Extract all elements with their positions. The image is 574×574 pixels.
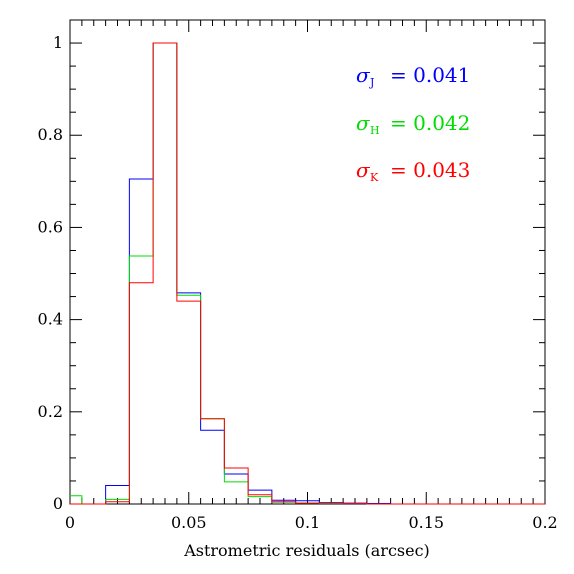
sigma-value: = 0.042 (390, 111, 470, 135)
y-tick-label: 1 (53, 33, 63, 52)
sigma-symbol: σ (356, 63, 371, 87)
histogram-series-2 (70, 42, 545, 505)
sigma-subscript: K (370, 171, 379, 184)
x-tick-labels: 0 0.05 0.1 0.15 0.2 (65, 513, 558, 532)
histogram-series-1 (70, 42, 545, 505)
sigma-annotation: σ H = 0.042 (356, 111, 470, 137)
x-tick-label: 0 (65, 513, 75, 532)
y-tick-labels: 0 0.2 0.4 0.6 0.8 1 (38, 33, 63, 513)
axis-ticks (69, 19, 546, 505)
sigma-symbol: σ (356, 158, 371, 182)
sigma-annotation: σ J = 0.041 (356, 63, 470, 89)
histogram-series-0 (70, 42, 545, 505)
y-tick-label: 0 (53, 494, 63, 513)
y-tick-label: 0.4 (38, 310, 63, 329)
sigma-value: = 0.041 (390, 63, 470, 87)
sigma-annotation: σ K = 0.043 (356, 158, 470, 184)
x-tick-label: 0.2 (532, 513, 557, 532)
x-axis-title: Astrometric residuals (arcsec) (183, 541, 430, 560)
x-tick-label: 0.15 (408, 513, 444, 532)
y-tick-label: 0.8 (38, 125, 63, 144)
sigma-symbol: σ (356, 111, 371, 135)
y-tick-label: 0.6 (38, 217, 63, 236)
x-tick-label: 0.05 (171, 513, 207, 532)
sigma-subscript: J (369, 76, 374, 89)
y-tick-label: 0.2 (38, 402, 63, 421)
x-tick-label: 0.1 (295, 513, 320, 532)
sigma-value: = 0.043 (390, 158, 470, 182)
sigma-subscript: H (370, 124, 380, 137)
histogram-series (70, 42, 545, 505)
plot-frame (69, 19, 546, 505)
